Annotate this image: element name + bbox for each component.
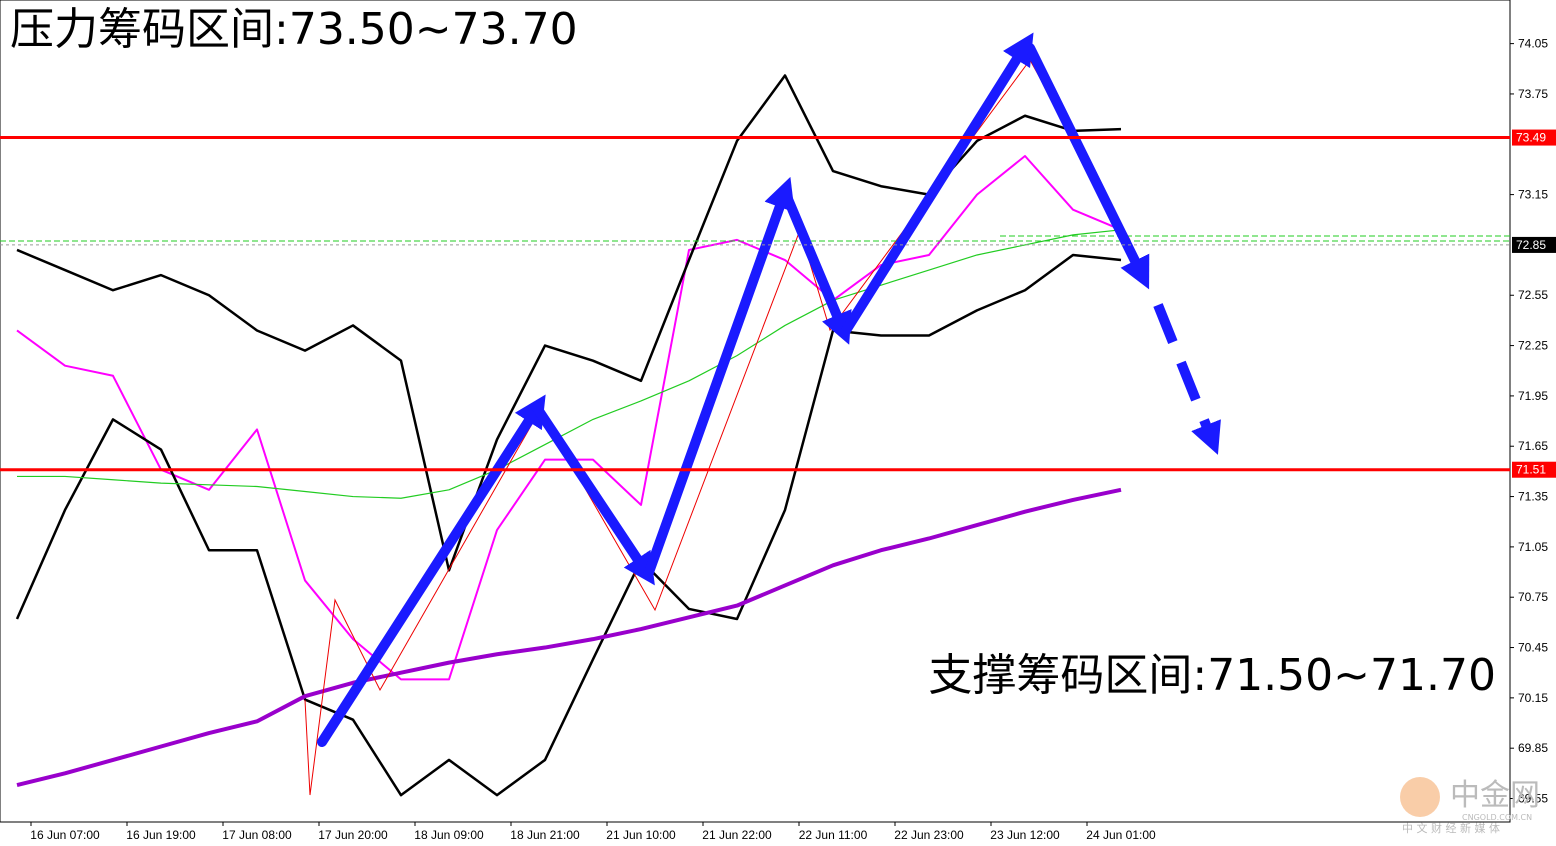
series-line <box>16 487 1122 788</box>
level-label-bg <box>1512 129 1556 146</box>
y-tick-label: 70.75 <box>1518 590 1548 604</box>
x-tick-label: 17 Jun 20:00 <box>318 828 388 842</box>
x-tick-label: 16 Jun 19:00 <box>126 828 196 842</box>
x-tick-label: 24 Jun 01:00 <box>1086 828 1156 842</box>
y-tick-label: 72.25 <box>1518 339 1548 353</box>
watermark-name: 中金网 <box>1450 778 1540 813</box>
x-tick-label: 21 Jun 22:00 <box>702 828 772 842</box>
y-tick-label: 73.15 <box>1518 188 1548 202</box>
y-tick-label: 72.55 <box>1518 288 1548 302</box>
y-tick-label: 74.05 <box>1518 37 1548 51</box>
current-price-bg <box>1512 236 1556 253</box>
annotation: 支撑筹码区间:71.50~71.70 <box>928 650 1496 701</box>
arrow <box>780 187 852 345</box>
y-tick-label: 71.05 <box>1518 540 1548 554</box>
x-tick-label: 22 Jun 11:00 <box>799 828 868 842</box>
level-label: 71.51 <box>1516 463 1546 477</box>
arrow <box>840 32 1034 337</box>
arrow <box>1025 43 1150 290</box>
y-tick-label: 71.35 <box>1518 490 1548 504</box>
series-line <box>15 253 1122 797</box>
level-label: 73.49 <box>1516 131 1546 145</box>
watermark-domain: CNGOLD.COM.CN <box>1462 813 1532 822</box>
x-tick-label: 21 Jun 10:00 <box>606 828 676 842</box>
y-tick-label: 73.75 <box>1518 87 1548 101</box>
arrow-forecast <box>1153 303 1221 455</box>
current-price-label: 72.85 <box>1516 238 1546 252</box>
series-line <box>17 229 1122 499</box>
x-tick-label: 16 Jun 07:00 <box>30 828 100 842</box>
x-tick-label: 22 Jun 23:00 <box>894 828 964 842</box>
y-tick-label: 69.55 <box>1518 792 1548 806</box>
watermark-logo <box>1400 777 1440 817</box>
arrow <box>643 176 795 580</box>
x-tick-label: 17 Jun 08:00 <box>222 828 292 842</box>
y-tick-label: 69.85 <box>1518 741 1548 755</box>
arrow <box>317 394 546 747</box>
y-tick-label: 70.15 <box>1518 691 1548 705</box>
y-tick-label: 70.45 <box>1518 641 1548 655</box>
level-label-bg <box>1512 461 1556 478</box>
y-tick-label: 71.95 <box>1518 389 1548 403</box>
x-tick-label: 18 Jun 21:00 <box>510 828 580 842</box>
x-tick-label: 23 Jun 12:00 <box>990 828 1060 842</box>
arrow <box>532 403 655 586</box>
x-tick-label: 18 Jun 09:00 <box>414 828 484 842</box>
chart-title: 压力筹码区间:73.50~73.70 <box>10 4 578 55</box>
y-tick-label: 71.65 <box>1518 439 1548 453</box>
watermark-slogan: 中 文 财 经 新 媒 体 <box>1402 821 1500 835</box>
